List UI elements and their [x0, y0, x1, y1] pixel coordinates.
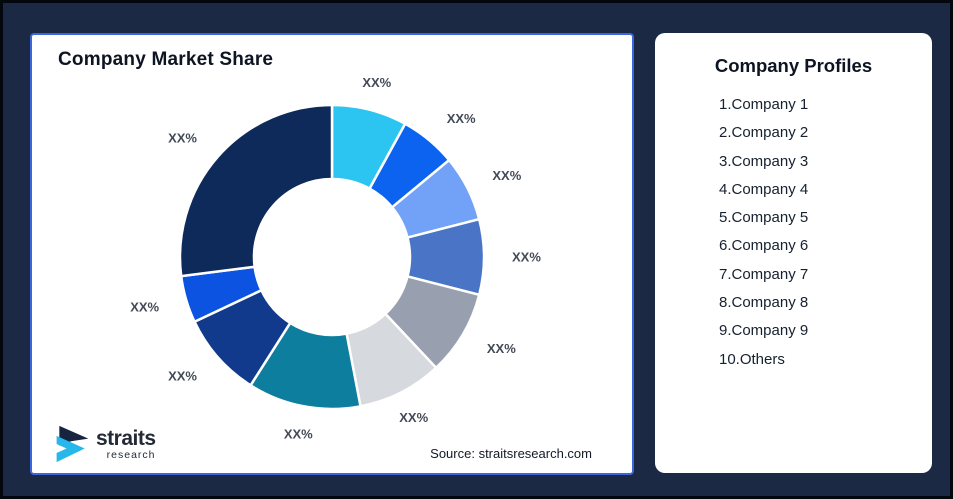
slice-label: XX% — [130, 300, 159, 315]
profile-item: 1.Company 1 — [719, 96, 809, 113]
logo-text: straits research — [96, 428, 156, 461]
logo-sub: research — [106, 448, 156, 461]
logo-mark-icon — [56, 425, 89, 463]
source-note: Source: straitsresearch.com — [430, 446, 592, 461]
slice-label: XX% — [492, 168, 521, 183]
profiles-list: 1.Company 1 2.Company 2 3.Company 3 4.Co… — [655, 91, 932, 374]
slice-label: XX% — [487, 341, 516, 356]
straits-research-logo: straits research — [52, 425, 156, 463]
donut-slice — [178, 103, 334, 278]
profile-item: 4.Company 4 — [719, 180, 809, 198]
slice-label: XX% — [168, 369, 197, 384]
profiles-title: Company Profiles — [714, 55, 873, 76]
donut-chart: XX% XX% XX% XX% XX% XX% XX% XX% XX% XX% — [130, 75, 541, 441]
profile-item: 2.Company 2 — [719, 124, 809, 142]
chart-title: Company Market Share — [58, 49, 274, 70]
slice-label: XX% — [399, 410, 428, 425]
slice-label: XX% — [362, 75, 391, 90]
market-share-card: Company Market Share XX% XX% XX% XX% XX% XX% X… — [30, 33, 634, 475]
profile-item: 8.Company 8 — [719, 294, 809, 312]
profile-item: 10.Others — [719, 350, 785, 368]
profile-item: 5.Company 5 — [719, 209, 809, 227]
slice-label: XX% — [512, 250, 541, 265]
logo-brand: straits — [96, 426, 156, 450]
slice-label: XX% — [168, 131, 197, 146]
profile-item: 9.Company 9 — [719, 322, 809, 340]
profile-item: 3.Company 3 — [719, 152, 809, 170]
company-profiles-card: Company Profiles 1.Company 1 2.Company 2… — [655, 33, 932, 473]
profile-item: 7.Company 7 — [719, 265, 809, 283]
slice-label: XX% — [284, 426, 313, 441]
slice-label: XX% — [447, 111, 476, 126]
profile-item: 6.Company 6 — [719, 237, 809, 255]
